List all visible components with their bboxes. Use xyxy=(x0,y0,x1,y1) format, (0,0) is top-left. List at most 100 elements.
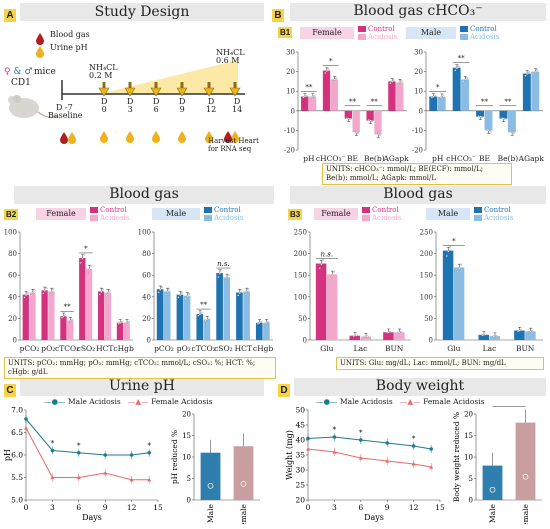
data-dot xyxy=(179,294,182,297)
panel-letter-d: D xyxy=(278,384,290,397)
category-label: pO₂ xyxy=(41,344,55,353)
point-female xyxy=(429,465,434,469)
y-tick-label: 80 xyxy=(142,250,151,258)
data-dot xyxy=(199,313,201,316)
x-tick-label: 3 xyxy=(50,503,55,512)
data-dot xyxy=(325,70,328,72)
category-label: cSO₂ xyxy=(77,344,96,353)
data-dot xyxy=(102,288,104,291)
data-dot xyxy=(79,261,82,264)
panel-d-title-bar xyxy=(294,378,546,396)
data-dot xyxy=(512,132,515,135)
point-female xyxy=(129,477,134,482)
x-tick-label: 0 xyxy=(24,503,29,512)
y-tick-label: 40 xyxy=(295,436,305,445)
urine-drop-icon xyxy=(152,131,160,143)
bar-control xyxy=(388,81,396,111)
data-dot xyxy=(458,267,461,270)
data-dot xyxy=(434,94,437,97)
data-dot xyxy=(117,322,120,325)
male-tag: Male xyxy=(152,208,200,220)
panel-a-title-bar xyxy=(20,3,264,21)
data-dot xyxy=(332,80,334,83)
data-dot xyxy=(247,288,250,291)
point-male xyxy=(129,453,134,457)
male-tag: Male xyxy=(406,27,456,39)
urine-ph-reduced-chart: 0 5 10 15 20 pH reduced % Male Female xyxy=(170,411,260,524)
data-dot xyxy=(217,276,220,279)
b3-title: Blood gas xyxy=(383,186,453,202)
category-label: cHgb xyxy=(113,344,134,353)
data-dot xyxy=(439,96,442,99)
data-dot xyxy=(389,330,392,333)
data-dot xyxy=(377,133,380,136)
x-axis-label: Days xyxy=(82,513,102,522)
point-male xyxy=(103,453,107,457)
sig-label: ** xyxy=(481,98,489,106)
data-dot xyxy=(501,117,504,120)
sig-label: ** xyxy=(200,301,208,309)
b3-title-bar xyxy=(290,186,546,204)
data-dot xyxy=(207,317,210,320)
category-label: cHCO₃⁻ xyxy=(316,154,346,163)
data-dot xyxy=(237,294,240,297)
category-label: Lac xyxy=(483,344,497,353)
data-dot xyxy=(160,286,163,289)
data-dot xyxy=(534,71,537,73)
data-dot xyxy=(335,77,338,80)
bar-control xyxy=(97,291,105,340)
category-label: BUN xyxy=(385,344,404,353)
day-label: D 14 xyxy=(232,97,243,114)
sig-label: ** xyxy=(458,55,466,63)
bar-control xyxy=(344,110,352,119)
category-label: Female xyxy=(239,503,248,524)
legend-urine-ph: Urine pH xyxy=(50,43,88,52)
sig-label: ** xyxy=(305,83,313,91)
sub-letter-b2: B2 xyxy=(4,209,19,220)
b2-female-chart: 0 20 40 60 80 100 pCO₂ pO₂ cTCO₂ ** cSO₂ * HCT cHgb xyxy=(4,229,134,354)
point-female xyxy=(385,459,390,463)
y-tick-label: 100 xyxy=(4,229,17,237)
data-dot xyxy=(187,292,190,295)
data-dot xyxy=(81,257,84,260)
point-female xyxy=(24,426,28,430)
day-label: D 0 xyxy=(101,97,108,114)
data-dot xyxy=(487,129,490,132)
data-dot xyxy=(61,316,64,319)
data-dot xyxy=(400,330,403,333)
y-tick-label: 0 xyxy=(303,337,307,345)
y-tick-label: 20 xyxy=(8,315,17,323)
y-tick-label: 35 xyxy=(295,451,305,460)
data-dot xyxy=(265,321,268,324)
bar-acidosis xyxy=(453,267,465,340)
bar-acidosis xyxy=(531,71,540,111)
y-axis-label: pH xyxy=(3,449,12,461)
data-dot xyxy=(100,290,103,293)
data-dot xyxy=(462,80,465,83)
bar-control xyxy=(60,316,67,340)
b1-male-chart: -20 -10 0 10 20 30 pH * cHCO₃⁻ ** BE ** Be(b) ** AGapk xyxy=(412,49,545,164)
data-dot xyxy=(304,95,306,98)
y-tick-label: 10 xyxy=(464,454,473,462)
data-dot xyxy=(430,96,433,99)
data-dot xyxy=(184,297,187,300)
bar-acidosis xyxy=(203,319,211,340)
b3-female-chart: 0 50 100 150 200 250 Glu n.s. Lac BUN xyxy=(294,229,411,353)
data-dot xyxy=(310,96,313,99)
point-male xyxy=(359,438,363,442)
bar-acidosis xyxy=(29,292,36,340)
y-tick-label: 15 xyxy=(182,432,191,440)
bar-acidosis xyxy=(123,322,130,340)
bar-acidosis xyxy=(85,268,93,340)
data-dot xyxy=(495,335,498,337)
sig-label: ** xyxy=(504,98,512,106)
legend-male: Control Acidosis xyxy=(204,206,243,222)
point-female xyxy=(50,475,55,480)
sig-label: * xyxy=(452,238,456,246)
category-label: BE xyxy=(347,154,358,163)
point-female xyxy=(332,450,337,454)
y-tick-label: 10 xyxy=(286,88,295,96)
category-label: Be(b) xyxy=(498,154,519,163)
urine-drop-icon xyxy=(205,131,213,143)
sig-label: * xyxy=(436,83,440,91)
